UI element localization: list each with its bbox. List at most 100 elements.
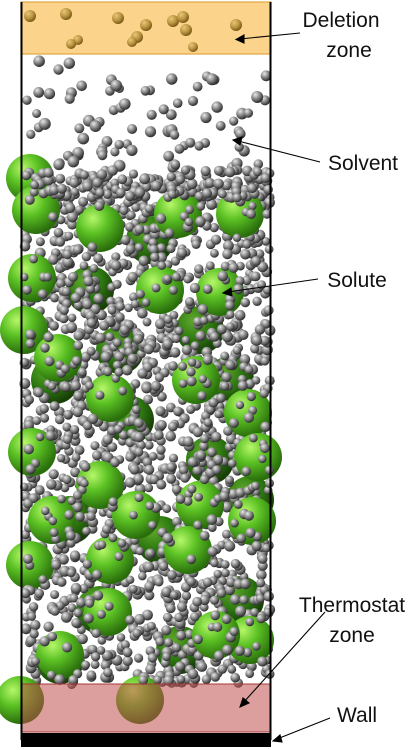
solvent-particle (29, 629, 39, 639)
solvent-particle (187, 457, 198, 468)
solvent-particle (186, 577, 196, 587)
solvent-particle (163, 675, 174, 686)
solvent-particle (211, 101, 223, 113)
solvent-particle (35, 432, 45, 442)
solvent-particle (246, 391, 256, 402)
solvent-particle (138, 571, 147, 581)
solvent-particle (256, 613, 266, 624)
solvent-particle (122, 655, 133, 666)
solvent-particle (61, 286, 72, 297)
solvent-particle (225, 475, 234, 485)
solvent-particle (57, 454, 66, 463)
solvent-particle (87, 644, 98, 655)
solvent-particle (146, 548, 156, 558)
callout-arrows (221, 32, 331, 743)
solvent-particle (127, 353, 138, 364)
solvent-particle (156, 479, 167, 490)
solvent-particle (161, 586, 172, 598)
solvent-particle (186, 554, 197, 565)
solvent-particle (260, 356, 270, 366)
solvent-particle (235, 128, 246, 139)
solvent-particle (143, 394, 154, 405)
solvent-particle (232, 233, 242, 242)
solvent-particle (46, 479, 57, 490)
solvent-particle (134, 653, 144, 663)
solvent-particle (22, 553, 33, 564)
solvent-particle (21, 170, 32, 181)
solvent-particle (190, 341, 200, 351)
solvent-particle (85, 598, 95, 608)
solvent-particle (171, 643, 182, 653)
solvent-particle (138, 255, 150, 267)
solvent-particle (178, 379, 188, 388)
solvent-particle (134, 493, 144, 503)
solvent-particle (187, 358, 197, 367)
solvent-particle (39, 413, 50, 423)
solvent-particle (224, 166, 236, 178)
solvent-particle (142, 317, 152, 327)
solvent-particle (148, 520, 157, 530)
solvent-particle (229, 116, 239, 126)
solvent-particle (100, 351, 112, 363)
solvent-particle (62, 422, 72, 432)
solvent-particle (157, 261, 167, 270)
solvent-particle (226, 322, 235, 331)
solvent-particle (53, 64, 64, 75)
solvent-particle (206, 405, 215, 415)
solvent-particle (259, 443, 270, 454)
solvent-particle (163, 637, 173, 648)
solvent-particle (251, 256, 261, 267)
solvent-particle (43, 88, 56, 100)
solvent-particle (199, 530, 210, 541)
solvent-particle (80, 461, 91, 472)
solvent-particle (158, 104, 169, 115)
solvent-particle (213, 650, 225, 661)
solvent-particle (20, 588, 31, 599)
solvent-particle (66, 538, 76, 548)
solvent-particle (112, 279, 122, 289)
solvent-particle (222, 331, 233, 343)
solvent-particle (166, 603, 176, 614)
solvent-particle (244, 365, 254, 375)
solvent-particle (39, 636, 50, 647)
solvent-particle (144, 204, 154, 214)
solvent-particle (39, 404, 49, 414)
solvent-particle (205, 261, 215, 270)
solvent-particle (46, 670, 56, 680)
solvent-particle (122, 647, 133, 658)
solvent-particle (180, 165, 191, 175)
solvent-particle (119, 206, 129, 215)
solvent-particle (26, 129, 36, 139)
sparse-solvent-particles (22, 55, 273, 190)
solvent-particle (117, 538, 127, 548)
wall-bar (21, 733, 271, 747)
solvent-particle (60, 483, 70, 493)
solvent-particle (144, 440, 154, 450)
solvent-particle (242, 239, 252, 249)
solvent-particle (220, 381, 230, 391)
solvent-particle (166, 244, 176, 254)
solvent-particle (167, 189, 177, 199)
solvent-particle (72, 147, 84, 159)
solvent-particle (220, 261, 231, 271)
solvent-particle (235, 276, 245, 286)
solvent-particle (81, 252, 92, 262)
solvent-particle (108, 533, 118, 543)
solvent-particle (137, 308, 148, 319)
solvent-particle (82, 421, 93, 431)
solvent-particle (89, 264, 99, 273)
solvent-particle (43, 332, 54, 343)
solvent-particle (120, 235, 131, 245)
solvent-particle (91, 652, 101, 662)
solvent-particle (22, 285, 32, 295)
solvent-particle (133, 431, 145, 443)
solvent-particle (155, 406, 166, 417)
solvent-particle (216, 393, 226, 403)
solvent-particle (193, 520, 203, 530)
solvent-particle (251, 335, 263, 346)
solvent-particle (93, 293, 104, 305)
solvent-particle (223, 426, 233, 436)
solvent-particle (29, 187, 39, 197)
solvent-particle (156, 243, 166, 253)
solvent-particle (94, 201, 105, 211)
